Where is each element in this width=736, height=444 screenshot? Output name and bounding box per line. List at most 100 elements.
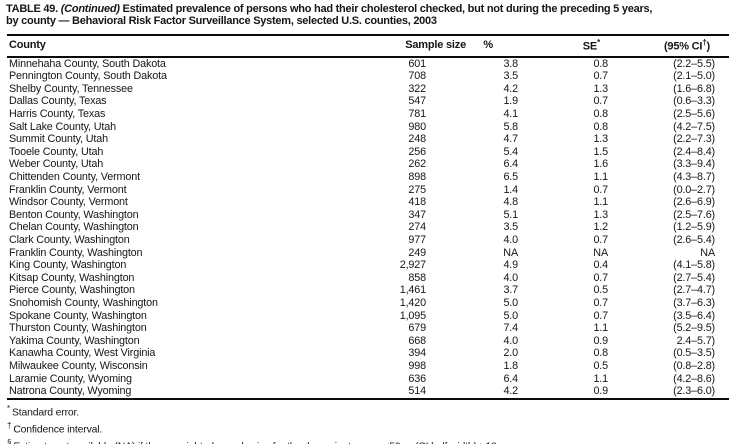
sample-size-cell: 998 bbox=[408, 359, 426, 372]
sample-size-cell: 1,095 bbox=[399, 309, 426, 322]
footnotes: * Standard error. † Confidence interval. §… bbox=[7, 403, 729, 444]
county-cell: Laramie County, Wyoming bbox=[9, 372, 132, 385]
sample-size-cell: 1,420 bbox=[399, 296, 426, 309]
county-cell: Benton County, Washington bbox=[9, 208, 139, 221]
footnote-asterisk-symbol: * bbox=[7, 403, 10, 413]
table-row: Pennington County, South Dakota 708 3.5 0.7… bbox=[7, 70, 729, 83]
percent-cell: 4.0 bbox=[503, 233, 518, 246]
sample-size-cell: 858 bbox=[408, 271, 426, 284]
footnote-confidence-interval: † Confidence interval. bbox=[7, 420, 729, 437]
table-row: Natrona County, Wyoming 514 4.2 0.9 (2.3–6.0… bbox=[7, 385, 729, 400]
ci-cell: (2.5–7.6) bbox=[673, 208, 715, 221]
county-cell: Tooele County, Utah bbox=[9, 145, 104, 158]
se-cell: 0.7 bbox=[593, 95, 608, 108]
ci-cell: 2.4–5.7) bbox=[676, 334, 716, 347]
se-cell: 1.1 bbox=[593, 322, 608, 335]
sample-size-cell: 2,927 bbox=[399, 259, 426, 272]
header-row: County Sample size % SE* (95% CI†) bbox=[7, 34, 729, 58]
percent-cell: 4.2 bbox=[429, 385, 521, 400]
ci-header-close-paren: ) bbox=[706, 40, 711, 53]
se-cell: 0.5 bbox=[593, 359, 608, 372]
percent-cell: 4.1 bbox=[503, 108, 518, 121]
footnote-text: Estimate not available (NA) if the unwei… bbox=[13, 441, 499, 444]
ci-cell: (0.8–2.8) bbox=[673, 359, 715, 372]
sample-size-cell: 977 bbox=[408, 233, 426, 246]
ci-cell: (3.3–9.4) bbox=[673, 158, 715, 171]
ci-cell: (4.2–7.5) bbox=[673, 120, 715, 133]
sample-size-cell: 679 bbox=[408, 322, 426, 335]
ci-cell: (0.6–3.3) bbox=[673, 95, 715, 108]
se-cell: 0.9 bbox=[593, 334, 608, 347]
ci-cell: (2.2–7.3) bbox=[673, 133, 715, 146]
sample-size-cell: 418 bbox=[408, 196, 426, 209]
sample-size-cell: 249 bbox=[408, 246, 426, 259]
county-cell: Pennington County, South Dakota bbox=[9, 70, 167, 83]
se-header-asterisk: * bbox=[597, 38, 600, 47]
percent-cell: 6.4 bbox=[503, 372, 518, 385]
table-row: Salt Lake County, Utah 980 5.8 0.8 (4.2–7.5) bbox=[7, 121, 729, 134]
sample-size-cell: 248 bbox=[408, 133, 426, 146]
county-cell: Shelby County, Tennessee bbox=[9, 82, 133, 95]
se-cell: 0.7 bbox=[593, 271, 608, 284]
document-page: TABLE 49. (Continued) Estimated prevalen… bbox=[0, 3, 736, 444]
table-title-line2: by county — Behavioral Risk Factor Surve… bbox=[6, 15, 437, 27]
se-cell: 0.5 bbox=[593, 284, 608, 297]
ci-cell: (2.4–8.4) bbox=[673, 145, 715, 158]
percent-cell: 3.5 bbox=[503, 70, 518, 83]
table-continued-label: (Continued) bbox=[60, 3, 120, 15]
percent-cell: 5.1 bbox=[503, 208, 518, 221]
table-row: Spokane County, Washington 1,095 5.0 0.7 (3.… bbox=[7, 310, 729, 323]
table-row: Kanawha County, West Virginia 394 2.0 0.8 (0… bbox=[7, 347, 729, 360]
sample-size-cell: 274 bbox=[408, 221, 426, 234]
percent-cell: 4.8 bbox=[503, 196, 518, 209]
ci-cell: (0.5–3.5) bbox=[673, 347, 715, 360]
percent-cell: 4.0 bbox=[503, 271, 518, 284]
se-cell: 0.7 bbox=[593, 183, 608, 196]
table-row: Milwaukee County, Wisconsin 998 1.8 0.5 (0.8… bbox=[7, 360, 729, 373]
table-row: Thurston County, Washington 679 7.4 1.1 (5.2… bbox=[7, 322, 729, 335]
ci-cell: (2.5–5.6) bbox=[673, 108, 715, 121]
sample-size-cell: 275 bbox=[408, 183, 426, 196]
percent-cell: NA bbox=[503, 246, 518, 259]
footnote-standard-error: * Standard error. bbox=[7, 403, 729, 420]
column-header-se: SE* bbox=[513, 34, 603, 58]
county-cell: Chelan County, Washington bbox=[9, 221, 139, 234]
ci-cell: (2.7–5.4) bbox=[673, 271, 715, 284]
table-title-text: Estimated prevalence of persons who had … bbox=[122, 3, 653, 15]
county-cell: Yakima County, Washington bbox=[9, 334, 140, 347]
sample-size-cell: 347 bbox=[408, 208, 426, 221]
county-cell: King County, Washington bbox=[9, 259, 127, 272]
se-cell: 1.3 bbox=[593, 133, 608, 146]
county-cell: Weber County, Utah bbox=[9, 158, 104, 171]
table-row: Chittenden County, Vermont 898 6.5 1.1 (4.3–… bbox=[7, 171, 729, 184]
table-number-label: TABLE 49. bbox=[6, 3, 58, 15]
county-cell: Thurston County, Washington bbox=[9, 322, 147, 335]
se-cell: 0.7 bbox=[593, 296, 608, 309]
se-cell: 0.9 bbox=[521, 385, 611, 400]
se-header-text: SE bbox=[582, 40, 598, 53]
footnote-dagger-symbol: † bbox=[7, 420, 12, 430]
table-row: Summit County, Utah 248 4.7 1.3 (2.2–7.3) bbox=[7, 133, 729, 146]
table-row: Benton County, Washington 347 5.1 1.3 (2.5–7… bbox=[7, 209, 729, 222]
county-cell: Kanawha County, West Virginia bbox=[9, 347, 156, 360]
sample-size-cell: 256 bbox=[408, 145, 426, 158]
ci-cell: NA bbox=[700, 246, 715, 259]
ci-cell: (4.1–5.8) bbox=[673, 259, 715, 272]
county-cell: Kitsap County, Washington bbox=[9, 271, 135, 284]
column-header-county: County bbox=[7, 34, 317, 58]
ci-cell: (5.2–9.5) bbox=[673, 322, 715, 335]
se-cell: 0.8 bbox=[593, 57, 608, 70]
county-cell: Summit County, Utah bbox=[9, 133, 108, 146]
ci-cell: (2.6–6.9) bbox=[673, 196, 715, 209]
county-cell: Clark County, Washington bbox=[9, 233, 130, 246]
se-cell: 0.7 bbox=[593, 309, 608, 322]
sample-size-cell: 547 bbox=[408, 95, 426, 108]
table-row: Shelby County, Tennessee 322 4.2 1.3 (1.6–6.… bbox=[7, 83, 729, 96]
ci-cell: (2.3–6.0) bbox=[611, 385, 729, 400]
se-cell: 1.1 bbox=[593, 372, 608, 385]
county-cell: Minnehaha County, South Dakota bbox=[9, 57, 166, 70]
table-row: Franklin County, Washington 249 NA NA NA bbox=[7, 247, 729, 260]
county-cell: Franklin County, Vermont bbox=[9, 183, 127, 196]
sample-size-cell: 668 bbox=[408, 334, 426, 347]
ci-header-text: (95% CI bbox=[663, 40, 703, 53]
